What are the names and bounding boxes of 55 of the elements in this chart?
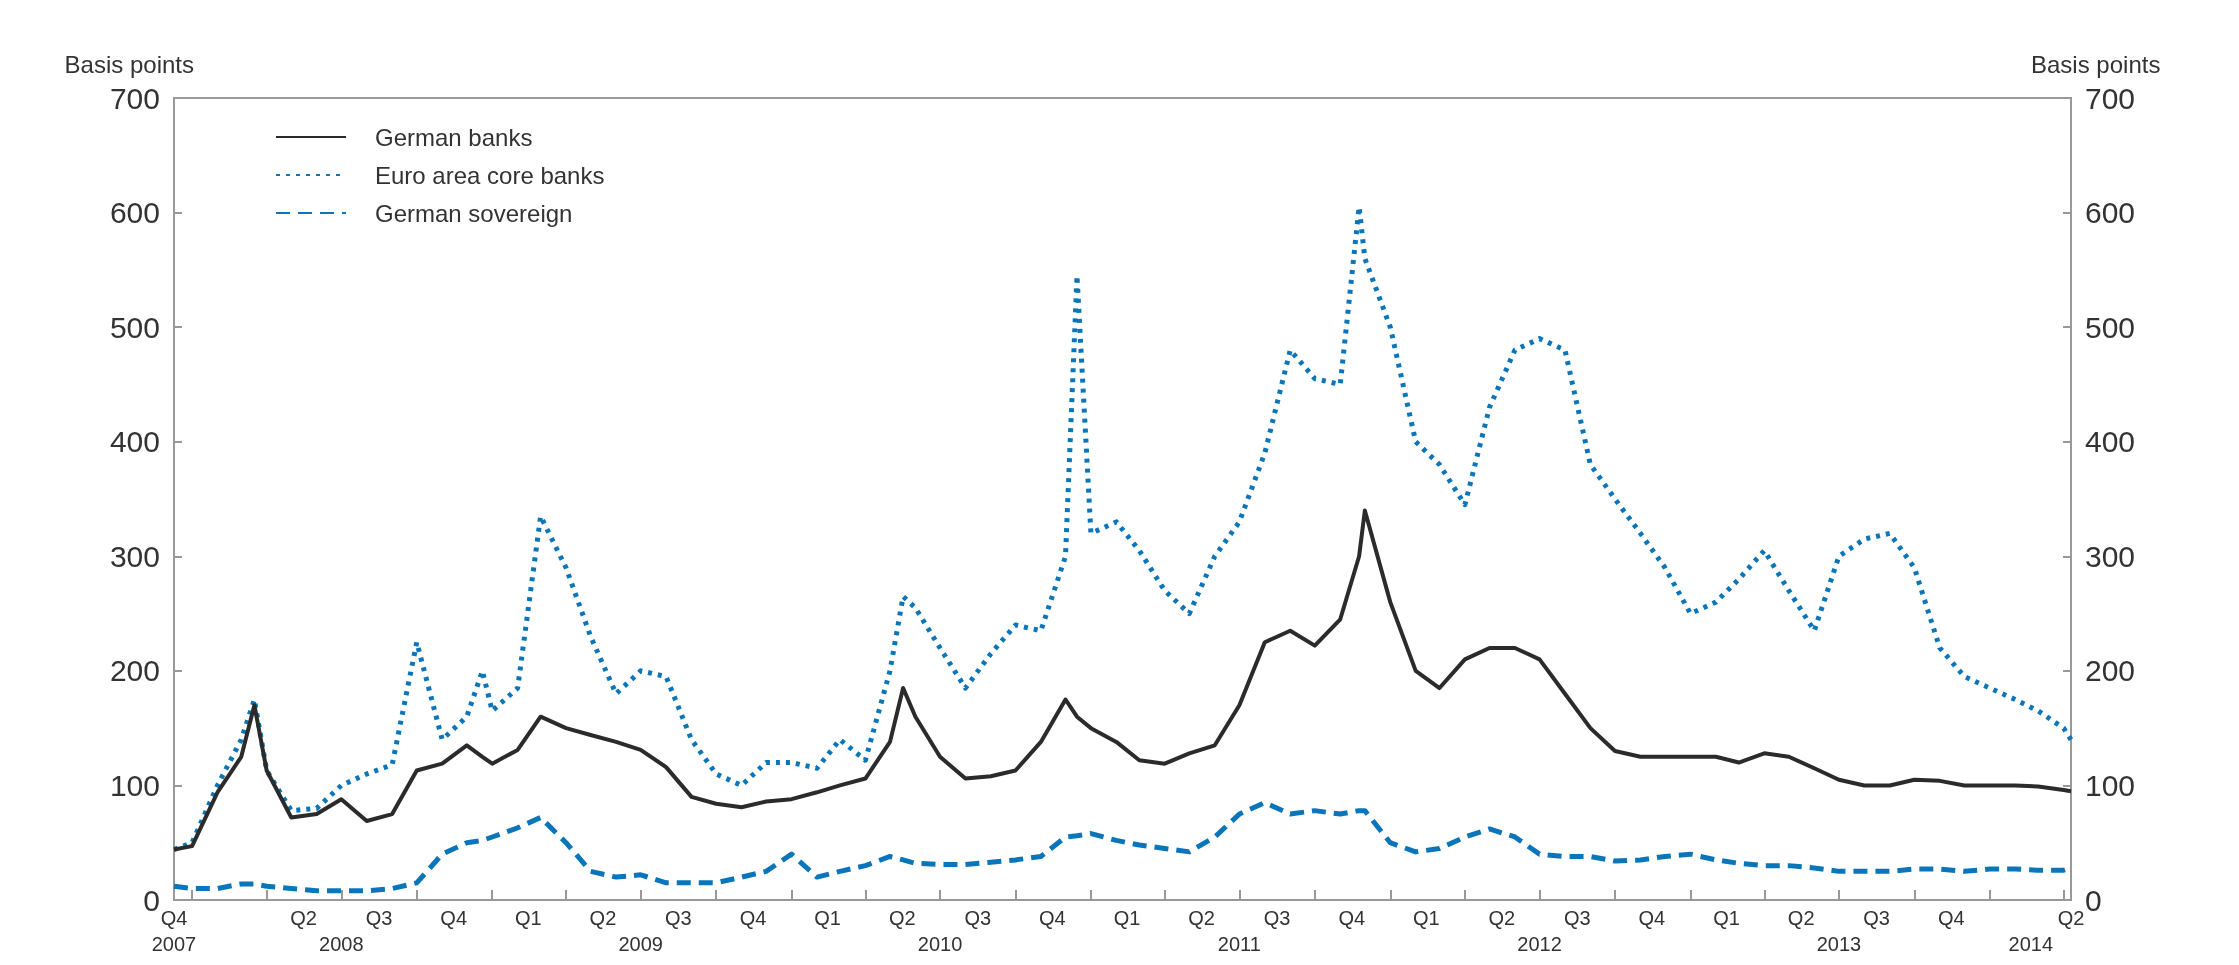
x-tick-label: Q3 xyxy=(964,907,992,929)
x-tick-label: Q3 xyxy=(365,907,393,929)
y2-tick-label: 500 xyxy=(2085,310,2136,344)
x-tick-label: Q2 xyxy=(2057,907,2085,929)
y-tick-label: 400 xyxy=(109,425,160,459)
x-tick-label: Q4 xyxy=(1338,907,1366,929)
y-tick-label: 600 xyxy=(109,196,160,230)
x-tick-label: Q1 xyxy=(514,907,542,929)
y2-tick-label: 0 xyxy=(2085,883,2102,917)
legend-label: German banks xyxy=(375,123,533,151)
y2-tick-label: 200 xyxy=(2085,654,2136,688)
x-tick-label: Q3 xyxy=(665,907,692,929)
y2-tick-label: 600 xyxy=(2085,196,2136,230)
x-tick-label: Q1 xyxy=(1713,907,1740,929)
x-tick-label: Q2 xyxy=(888,907,916,929)
x-tick-label: Q2 xyxy=(1188,907,1215,929)
legend-label: Euro area core banks xyxy=(375,161,605,189)
x2-tick-label: 2008 xyxy=(319,933,364,955)
x-tick-label: Q1 xyxy=(1113,907,1141,929)
y-tick-label: 300 xyxy=(109,539,160,573)
y-tick-label: 500 xyxy=(109,310,160,344)
y2-tick-label: 700 xyxy=(2085,81,2136,115)
x2-tick-label: 2007 xyxy=(151,933,197,955)
x2-tick-label: 2009 xyxy=(618,933,663,955)
y2-tick-label: 300 xyxy=(2085,539,2136,573)
x-tick-label: Q2 xyxy=(589,907,617,929)
x-tick-label: Q3 xyxy=(1863,907,1890,929)
x2-tick-label: 2010 xyxy=(917,933,963,955)
y-tick-label: 100 xyxy=(109,768,160,802)
y2-tick-label: 100 xyxy=(2085,768,2136,802)
line-series xyxy=(172,508,2073,852)
x2-tick-label: 2014 xyxy=(2008,933,2054,955)
legend-label: German sovereign xyxy=(375,199,573,227)
y-tick-label: 0 xyxy=(143,883,160,917)
y-tick-label: 700 xyxy=(109,81,160,115)
x2-tick-label: 2013 xyxy=(1816,933,1862,955)
x-tick-label: Q4 xyxy=(1937,907,1965,929)
x2-tick-label: 2012 xyxy=(1517,933,1562,955)
x-tick-label: Q4 xyxy=(440,907,468,929)
y2-tick-label: 400 xyxy=(2085,425,2136,459)
x2-tick-label: 2011 xyxy=(1217,933,1261,955)
x-tick-label: Q4 xyxy=(739,907,767,929)
y2-axis-title: Basis points xyxy=(2031,50,2161,78)
x-tick-label: Q1 xyxy=(814,907,841,929)
y-tick-label: 200 xyxy=(109,654,160,688)
x-tick-label: Q2 xyxy=(1787,907,1815,929)
x-tick-label: Q3 xyxy=(1263,907,1291,929)
y-axis-title: Basis points xyxy=(64,50,194,78)
x-tick-label: Q2 xyxy=(1488,907,1516,929)
x-tick-label: Q4 xyxy=(160,907,188,929)
x-tick-label: Q3 xyxy=(1563,907,1591,929)
x-tick-label: Q4 xyxy=(1638,907,1666,929)
x-tick-label: Q2 xyxy=(290,907,317,929)
x-tick-label: Q4 xyxy=(1039,907,1066,929)
x-tick-label: Q1 xyxy=(1413,907,1440,929)
